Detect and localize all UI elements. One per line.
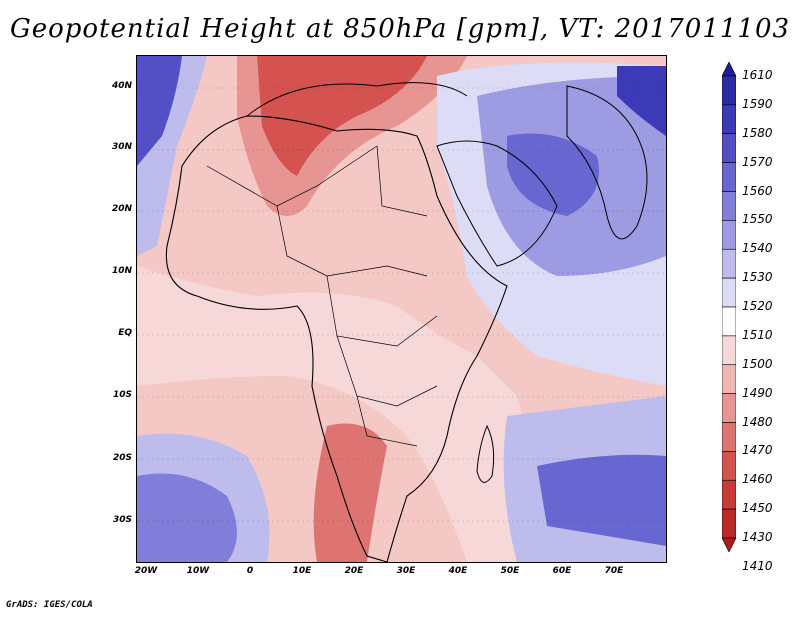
graticule — [137, 87, 666, 522]
colorbar-level-label: 1490 — [742, 385, 773, 400]
colorbar-bottom-arrow — [722, 537, 736, 552]
lat-label-20n: 20N — [111, 204, 132, 214]
lon-label-30e: 30E — [396, 566, 416, 576]
colorbar-level-label: 1410 — [742, 558, 773, 573]
arabia-coastline — [436, 140, 558, 267]
lon-label-20e: 20E — [344, 566, 364, 576]
colorbar-segment — [722, 220, 736, 250]
colorbar-segment — [722, 104, 736, 135]
colorbar-segment — [722, 335, 736, 366]
field-blue-arabia-core — [507, 133, 599, 216]
colorbar-level-label: 1580 — [742, 125, 773, 140]
chart-title: Geopotential Height at 850hPa [gpm], VT:… — [9, 14, 791, 44]
field-blue-asia-core — [617, 66, 666, 136]
africa-coastline — [165, 115, 508, 562]
lat-label-30n: 30N — [111, 142, 132, 152]
colorbar-segment — [722, 306, 736, 337]
lat-label-eq: EQ — [118, 328, 132, 338]
grads-credit: GrADS: IGES/COLA — [6, 600, 93, 610]
field-red-north-core — [257, 56, 427, 176]
colorbar-level-label: 1480 — [742, 414, 773, 429]
field-red-south — [313, 423, 387, 562]
field-blue-sw-core — [137, 473, 237, 562]
europe-coastline — [246, 82, 468, 117]
lon-label-20w: 20W — [134, 566, 158, 576]
colorbar-segment — [722, 162, 736, 192]
colorbar-level-label: 1610 — [742, 68, 773, 82]
colorbar — [722, 62, 736, 552]
lon-label-0: 0 — [246, 566, 254, 576]
map-panel — [136, 55, 667, 563]
colorbar-segment — [722, 277, 736, 308]
country-borders — [206, 145, 438, 447]
colorbar-segment — [722, 479, 736, 510]
colorbar-segment — [722, 75, 736, 106]
colorbar-segment — [722, 133, 736, 163]
lon-label-10e: 10E — [292, 566, 312, 576]
india-coastline — [566, 85, 648, 240]
colorbar-level-label: 1450 — [742, 501, 773, 516]
colorbar-segment — [722, 364, 736, 394]
colorbar-level-label: 1540 — [742, 241, 773, 256]
madagascar-coastline — [476, 424, 495, 483]
colorbar-segment — [722, 422, 736, 452]
colorbar-level-label: 1560 — [742, 183, 773, 198]
colorbar-level-label: 1430 — [742, 530, 773, 544]
lon-label-60e: 60E — [552, 566, 572, 576]
lat-label-20s: 20S — [112, 453, 132, 463]
colorbar-level-label: 1500 — [742, 356, 773, 371]
colorbar-level-label: 1570 — [742, 154, 773, 169]
colorbar-segment — [722, 248, 736, 279]
colorbar-segment — [722, 191, 736, 221]
lon-label-40e: 40E — [448, 566, 468, 576]
lon-label-50e: 50E — [500, 566, 520, 576]
lat-label-10s: 10S — [112, 390, 132, 400]
geopotential-field — [137, 56, 666, 562]
lon-label-10w: 10W — [186, 566, 210, 576]
colorbar-level-label: 1460 — [742, 472, 773, 487]
field-blue-se-core — [537, 454, 666, 546]
colorbar-segment — [722, 508, 736, 539]
lat-label-30s: 30S — [112, 515, 132, 525]
colorbar-level-label: 1510 — [742, 327, 773, 342]
colorbar-segment — [722, 451, 736, 481]
colorbar-level-label: 1470 — [742, 443, 773, 458]
lon-label-70e: 70E — [604, 566, 624, 576]
colorbar-level-label: 1530 — [742, 270, 773, 285]
colorbar-level-label: 1550 — [742, 212, 773, 227]
colorbar-level-label: 1590 — [742, 96, 773, 111]
lat-label-10n: 10N — [111, 266, 132, 276]
field-pink-central — [137, 266, 527, 562]
colorbar-segment — [722, 393, 736, 423]
field-blue-nw-core — [137, 56, 182, 166]
colorbar-top-arrow — [722, 62, 736, 77]
lat-label-40n: 40N — [111, 81, 132, 91]
colorbar-level-label: 1520 — [742, 299, 773, 313]
